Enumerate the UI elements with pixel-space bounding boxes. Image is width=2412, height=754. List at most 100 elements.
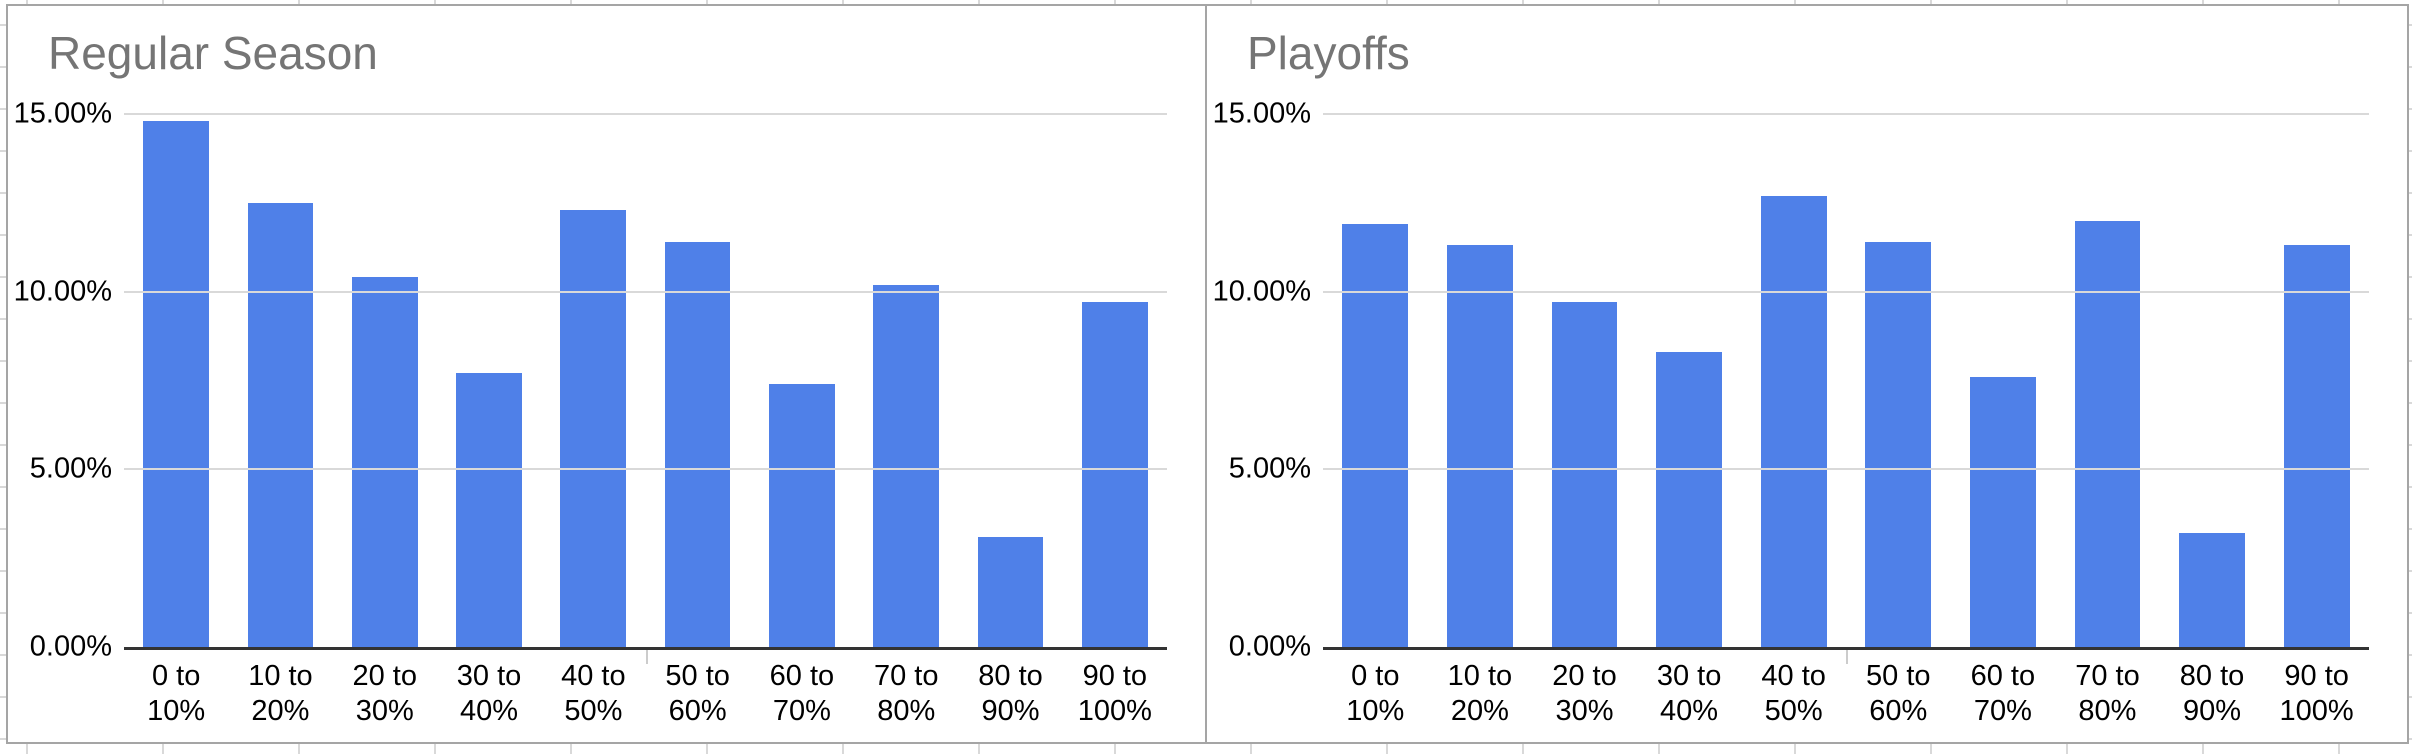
chart-regular-season[interactable]: Regular Season 15.00% 10.00% 5.00% 0.00% 0 … <box>6 4 1207 744</box>
x-tick-label-line: 10% <box>147 695 206 727</box>
x-tick-label: 70 to 80% <box>2055 659 2160 729</box>
x-tick-label-line: 20% <box>1450 695 1509 727</box>
x-tick-label-line: 90% <box>981 695 1040 727</box>
plot-area <box>124 113 1167 664</box>
bar-70to-80%[interactable] <box>2074 220 2141 647</box>
bar-70to-80%[interactable] <box>873 284 940 647</box>
x-tick-label-line: 10 to <box>1447 660 1513 692</box>
bar-series <box>124 114 1167 647</box>
bar-slot <box>1428 114 1533 647</box>
x-tick-label-line: 30% <box>355 695 414 727</box>
bar-slot <box>333 114 437 647</box>
bar-30to-40%[interactable] <box>1656 352 1723 647</box>
bar-0to-10%[interactable] <box>1342 224 1409 647</box>
bar-slot <box>541 114 645 647</box>
x-tick-label: 40 to 50% <box>1741 659 1846 729</box>
bar-10to-20%[interactable] <box>1446 245 1513 647</box>
x-tick-label-line: 100% <box>1077 695 1152 727</box>
y-tick-label: 15.00% <box>13 97 112 130</box>
x-tick-label: 20 to 30% <box>1532 659 1637 729</box>
x-tick-label-line: 80 to <box>978 660 1043 692</box>
bar-slot <box>1323 114 1428 647</box>
x-tick-label-line: 30 to <box>456 660 522 692</box>
axis-mid-tick <box>1846 650 1848 664</box>
x-tick-label-line: 90 to <box>2284 660 2349 692</box>
x-tick-label-line: 60 to <box>1970 660 2036 692</box>
bar-40to-50%[interactable] <box>1760 195 1827 647</box>
x-tick-label-line: 0 to <box>151 660 201 692</box>
x-tick-label-line: 10% <box>1346 695 1405 727</box>
bar-60to-70%[interactable] <box>1969 376 2036 647</box>
bar-slot <box>1532 114 1637 647</box>
x-tick-label-line: 100% <box>2279 695 2354 727</box>
gridline-10pct <box>1323 290 2369 293</box>
x-tick-label-line: 50 to <box>1866 660 1931 692</box>
x-tick-label: 80 to 90% <box>2160 659 2265 729</box>
bar-20to-30%[interactable] <box>1551 302 1618 647</box>
bar-slot <box>750 114 854 647</box>
axis-mid-tick <box>645 650 648 664</box>
bar-slot <box>1846 114 1951 647</box>
bar-slot <box>228 114 332 647</box>
bar-10to-20%[interactable] <box>247 202 314 647</box>
y-tick-label: 0.00% <box>1228 630 1311 663</box>
bar-slot <box>1063 114 1167 647</box>
bar-50to-60%[interactable] <box>1865 241 1932 647</box>
x-tick-label-line: 70 to <box>873 660 939 692</box>
x-tick-label: 70 to 80% <box>854 659 958 729</box>
gridline-15pct <box>124 113 1167 115</box>
x-tick-label-line: 70% <box>1973 695 2032 727</box>
x-tick-label-line: 40 to <box>1761 660 1826 692</box>
bar-40to-50%[interactable] <box>560 209 627 647</box>
x-tick-label-line: 50% <box>1764 695 1823 727</box>
chart-title: Playoffs <box>1247 27 1410 79</box>
x-tick-label-line: 50 to <box>665 660 730 692</box>
bar-20to-30%[interactable] <box>351 277 418 647</box>
x-tick-label-line: 60% <box>668 695 727 727</box>
bar-90to-100%[interactable] <box>2283 245 2350 647</box>
y-tick-label: 15.00% <box>1212 97 1311 130</box>
bar-30to-40%[interactable] <box>456 373 522 647</box>
x-tick-label-line: 70% <box>772 695 831 727</box>
x-tick-label-line: 20% <box>251 695 310 727</box>
x-tick-label-line: 70 to <box>2075 660 2140 692</box>
x-tick-label-line: 60 to <box>769 660 835 692</box>
x-tick-label-line: 80 to <box>2179 660 2245 692</box>
x-tick-label: 90 to 100% <box>1063 659 1167 729</box>
bar-slot <box>1741 114 1846 647</box>
bar-slot <box>1951 114 2056 647</box>
y-tick-label: 5.00% <box>1228 452 1311 485</box>
x-tick-label: 10 to 20% <box>1428 659 1533 729</box>
bar-0to-10%[interactable] <box>143 121 209 647</box>
x-tick-label: 20 to 30% <box>333 659 437 729</box>
bar-50to-60%[interactable] <box>664 241 731 647</box>
chart-title: Regular Season <box>48 27 378 79</box>
x-tick-label: 80 to 90% <box>958 659 1062 729</box>
chart-playoffs[interactable]: Playoffs 15.00% 10.00% 5.00% 0.00% 0 to 10% 1… <box>1205 4 2409 744</box>
x-tick-label-line: 40 to <box>561 660 626 692</box>
x-tick-label-line: 80% <box>877 695 936 727</box>
x-tick-label-line: 20 to <box>352 660 417 692</box>
bar-80to-90%[interactable] <box>977 536 1044 647</box>
x-tick-label: 10 to 20% <box>228 659 332 729</box>
y-axis-labels: 15.00% 10.00% 5.00% 0.00% <box>1207 98 1311 663</box>
bar-80to-90%[interactable] <box>2179 533 2245 647</box>
plot-area <box>1323 113 2369 664</box>
y-tick-label: 0.00% <box>29 630 112 663</box>
x-tick-label-line: 0 to <box>1351 660 1400 692</box>
y-axis-labels: 15.00% 10.00% 5.00% 0.00% <box>8 98 112 663</box>
x-tick-label-line: 50% <box>564 695 623 727</box>
x-tick-label-line: 80% <box>2078 695 2137 727</box>
x-tick-label-line: 30% <box>1555 695 1614 727</box>
bar-90to-100%[interactable] <box>1081 302 1148 647</box>
y-tick-label: 10.00% <box>13 275 112 308</box>
bar-60to-70%[interactable] <box>769 384 835 647</box>
x-tick-label: 60 to 70% <box>750 659 854 729</box>
x-tick-label-line: 10 to <box>248 660 313 692</box>
gridline-5pct <box>124 468 1167 471</box>
x-tick-label-line: 90% <box>2183 695 2242 727</box>
x-axis-labels: 0 to 10% 10 to 20% 20 to 30% 30 to 40% 40 to 50% 5… <box>1323 659 2369 729</box>
x-tick-label: 90 to 100% <box>2264 659 2369 729</box>
bar-series <box>1323 114 2369 647</box>
